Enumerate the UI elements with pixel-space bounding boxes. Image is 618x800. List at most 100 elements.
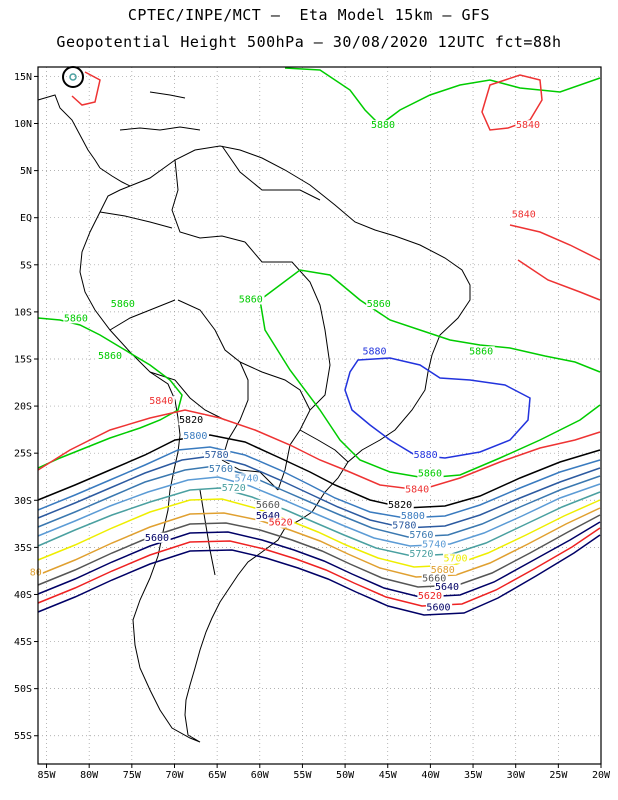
contour-label-bg xyxy=(178,415,205,426)
lon-label: 65W xyxy=(208,770,227,781)
contour-label: 5880 xyxy=(362,346,386,357)
contour-label: 5620 xyxy=(269,518,293,529)
contour-label-bg xyxy=(255,499,282,510)
lat-label: 10S xyxy=(14,307,32,318)
contour-label: 5880 xyxy=(414,450,438,461)
contour-label-bg xyxy=(425,602,453,613)
contour-5680 xyxy=(37,507,601,578)
contour-label: 5780 xyxy=(392,521,416,532)
contour-label-bg xyxy=(29,567,43,578)
lon-label: 80W xyxy=(80,770,99,781)
contour-label: 5840 xyxy=(512,210,536,221)
contour-5880-high xyxy=(344,357,531,459)
lon-label: 30W xyxy=(507,770,526,781)
contour-label: 5700 xyxy=(443,553,467,564)
contour-label-bg xyxy=(404,484,431,495)
contour-5740 xyxy=(37,476,601,547)
contour-label: 5820 xyxy=(388,500,412,511)
contour-5840-nw xyxy=(71,71,101,106)
contour-label-bg xyxy=(511,209,538,220)
contour-label-bg xyxy=(361,346,389,357)
lat-label: 25S xyxy=(14,449,32,460)
lon-label: 60W xyxy=(251,770,270,781)
contour-labels: 5880 5840 5840 5860 5860 5860 5860 5860 5860 5880… xyxy=(29,120,542,613)
contour-label: 5740 xyxy=(234,473,258,484)
contour-label: 5860 xyxy=(367,299,391,310)
lat-label: 35S xyxy=(14,543,32,554)
contour-label: 5720 xyxy=(222,483,246,494)
contour-label-bg xyxy=(515,120,542,131)
contour-label-bg xyxy=(366,299,393,310)
contour-label: 5740 xyxy=(422,539,446,550)
contour-label: 5800 xyxy=(183,431,207,442)
contour-label-bg xyxy=(370,120,397,131)
lat-label: 15S xyxy=(14,354,32,365)
contour-label-bg xyxy=(413,449,440,460)
lat-label: 50S xyxy=(14,684,32,695)
contour-label: 5600 xyxy=(145,533,169,544)
contour-label-bg xyxy=(255,511,282,522)
lat-label: 5N xyxy=(20,166,32,177)
contour-label-bg xyxy=(182,431,210,442)
contour-label: 5660 xyxy=(422,573,446,584)
contour-label-bg xyxy=(442,553,470,564)
contour-label: 5860 xyxy=(111,299,135,310)
contour-label: 5680 xyxy=(431,565,455,576)
contour-label: 5660 xyxy=(256,500,280,511)
coastlines xyxy=(37,91,471,743)
contour-5660 xyxy=(37,514,601,588)
contour-5860-east xyxy=(259,269,601,373)
contour-label: 5840 xyxy=(149,396,173,407)
contour-label: 5880 xyxy=(371,120,395,131)
contour-5840-east xyxy=(509,224,601,301)
contour-5860-north xyxy=(284,67,601,126)
contour-label: 5840 xyxy=(405,485,429,496)
contour-label: 5760 xyxy=(409,530,433,541)
contour-label-bg xyxy=(400,511,427,522)
axis-labels: 85W 80W 75W 70W 65W 60W 55W 50W 45W 40W 35W 30W 25W 2… xyxy=(14,72,611,781)
height-contours xyxy=(37,67,601,616)
contour-label-bg xyxy=(63,313,90,324)
lat-label: 5S xyxy=(20,260,32,271)
lat-label: EQ xyxy=(20,213,32,224)
station-marker xyxy=(62,66,84,88)
contour-label-bg xyxy=(233,473,261,484)
lat-label: 30S xyxy=(14,496,32,507)
contour-label-bg xyxy=(417,591,444,602)
contour-5600 xyxy=(37,534,601,616)
map-frame xyxy=(37,66,602,765)
contour-label-bg xyxy=(408,548,436,559)
contour-5720 xyxy=(37,487,601,557)
contour-label-bg xyxy=(417,468,444,479)
lon-label: 20W xyxy=(592,770,611,781)
contour-label-bg xyxy=(391,520,419,531)
lon-label: 40W xyxy=(421,770,440,781)
contour-label-bg xyxy=(268,517,295,528)
contour-label: 5860 xyxy=(64,313,88,324)
map-title-line1: CPTEC/INPE/MCT – Eta Model 15km – GFS xyxy=(127,6,491,24)
contour-5700 xyxy=(37,498,601,568)
contour-label-bg xyxy=(97,350,124,361)
graticule xyxy=(38,67,602,764)
contour-5840-main xyxy=(37,409,601,491)
lon-label: 25W xyxy=(549,770,568,781)
contour-label-bg xyxy=(221,482,248,493)
contour-label-bg xyxy=(434,581,461,592)
contour-label-bg xyxy=(468,346,495,357)
contour-label-bg xyxy=(148,396,175,407)
contour-label-bg xyxy=(204,449,231,460)
map-title-line2: Geopotential Height 500hPa – 30/08/2020 … xyxy=(56,33,562,51)
contour-label-bg xyxy=(110,299,137,310)
lon-label: 85W xyxy=(37,770,56,781)
contour-label: 5860 xyxy=(469,346,493,357)
contour-label-bg xyxy=(144,532,171,543)
contour-5800 xyxy=(37,446,601,519)
lon-label: 45W xyxy=(379,770,398,781)
contour-5620 xyxy=(37,527,601,607)
lat-label: 15N xyxy=(14,72,32,83)
contour-5780 xyxy=(37,455,601,529)
contour-label: 5760 xyxy=(209,464,233,475)
contour-label: 5820 xyxy=(179,415,203,426)
contour-5640 xyxy=(37,521,601,598)
